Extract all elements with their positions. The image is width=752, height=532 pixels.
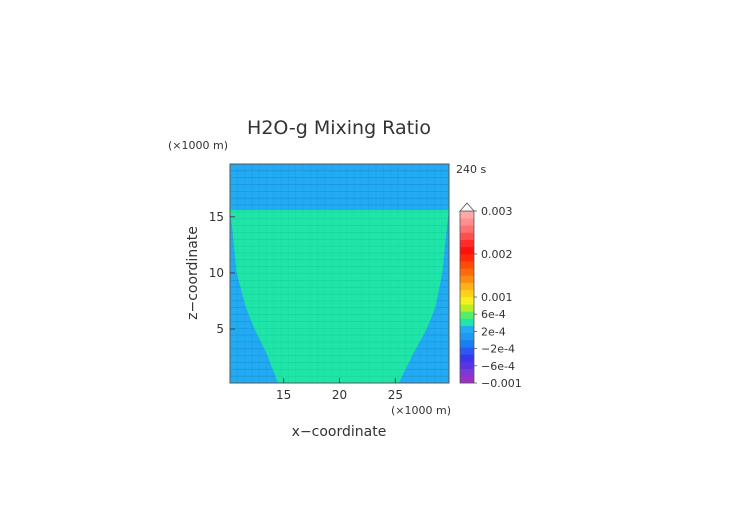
colorbar-max-arrow: [459, 202, 475, 212]
colorbar-swatch: [460, 225, 474, 233]
y-tick-label: 5: [216, 322, 224, 336]
colorbar-swatch: [460, 246, 474, 255]
colorbar-swatch: [460, 354, 474, 362]
colorbar-swatch: [460, 340, 474, 348]
colorbar-label: 6e-4: [481, 308, 506, 321]
colorbar-label: 0.002: [481, 248, 513, 261]
colorbar-label: 2e-4: [481, 325, 506, 338]
colorbar-swatch: [460, 304, 474, 312]
x-axis: 15 20 25: [276, 378, 403, 402]
colorbar-swatch: [460, 218, 474, 226]
colorbar-swatch: [460, 297, 474, 305]
colorbar-swatch: [460, 311, 474, 319]
x-tick-label: 20: [332, 388, 347, 402]
colorbar-swatch: [460, 361, 474, 369]
colorbar-swatch: [460, 318, 474, 326]
colorbar-label: −2e-4: [481, 343, 515, 356]
colorbar-swatch: [460, 232, 474, 240]
y-axis-label: z−coordinate: [185, 226, 201, 320]
x-tick-label: 25: [388, 388, 403, 402]
plot-area: [229, 163, 450, 384]
colorbar-label: 0.003: [481, 205, 513, 218]
colorbar-swatch: [460, 261, 474, 269]
y-tick-label: 15: [209, 210, 224, 224]
time-label: 240 s: [456, 163, 486, 176]
x-axis-label: x−coordinate: [292, 424, 387, 440]
colorbar-swatch: [460, 275, 474, 283]
colorbar-swatch: [460, 332, 474, 341]
colorbar-label: 0.001: [481, 291, 513, 304]
y-unit-label: (×1000 m): [168, 139, 228, 152]
colorbar-label: −0.001: [481, 377, 522, 390]
colorbar-swatch: [460, 254, 474, 262]
x-unit-label: (×1000 m): [391, 404, 451, 417]
colorbar-swatch: [460, 368, 474, 377]
y-tick-label: 10: [209, 266, 224, 280]
colorbar-label: −6e-4: [481, 360, 515, 373]
colorbar-swatch: [460, 268, 474, 276]
colorbar-swatch: [460, 282, 474, 291]
colorbar-swatch: [460, 211, 474, 219]
colorbar-swatch: [460, 347, 474, 355]
x-tick-label: 15: [276, 388, 291, 402]
colorbar-swatch: [460, 325, 474, 334]
chart-title: H2O-g Mixing Ratio: [247, 117, 431, 139]
y-axis: 5 10 15: [209, 210, 235, 336]
colorbar-swatch: [460, 375, 474, 384]
colorbar: 0.003 0.002 0.001 6e-4 2e-4 −2e-4 −6e-4 −0.001: [459, 202, 522, 390]
colorbar-swatch: [460, 239, 474, 248]
colorbar-swatch: [460, 289, 474, 298]
